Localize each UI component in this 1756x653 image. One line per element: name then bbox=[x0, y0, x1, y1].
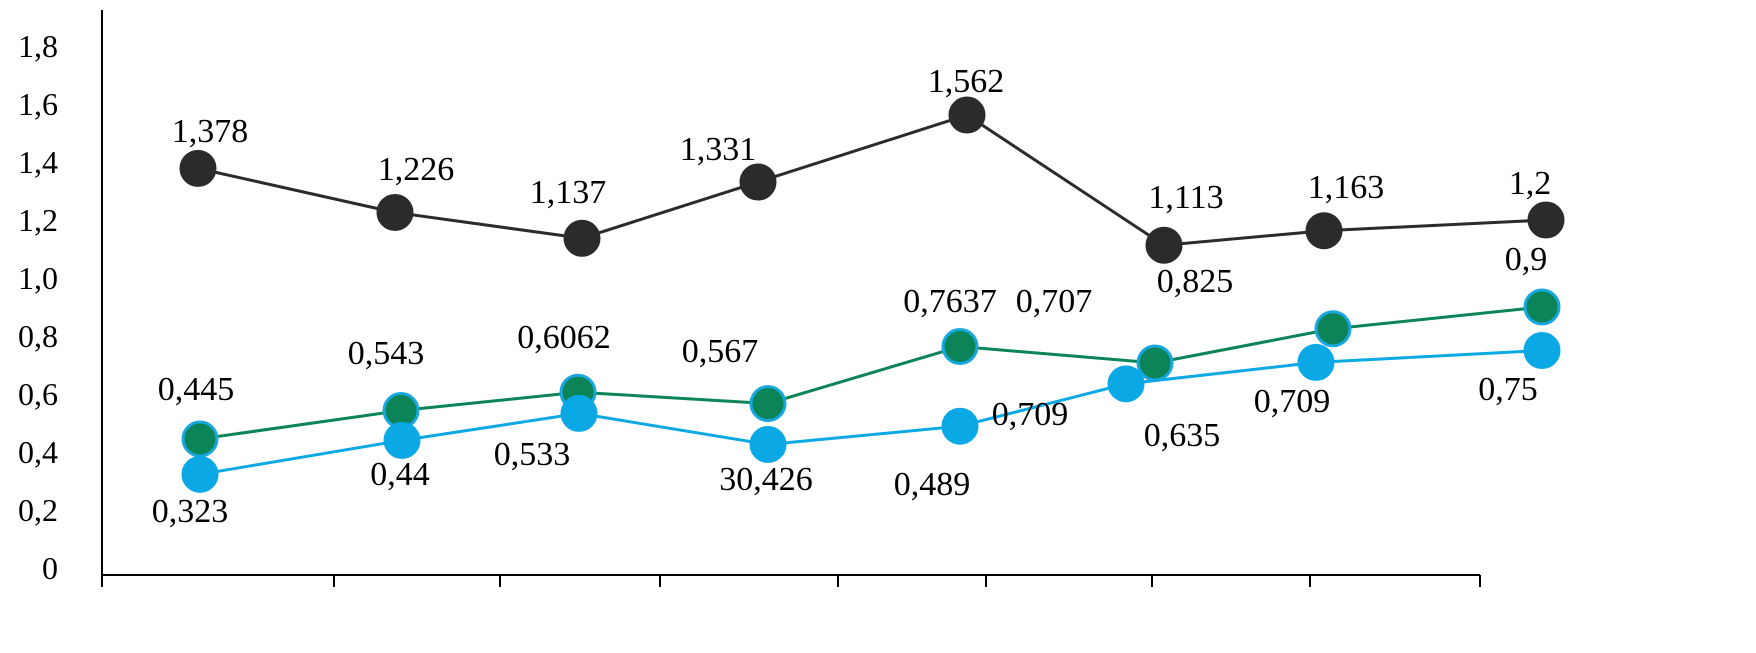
data-point bbox=[181, 420, 219, 458]
data-point bbox=[1145, 226, 1183, 264]
data-point bbox=[376, 193, 414, 231]
data-label: 0,709 bbox=[992, 396, 1069, 433]
y-tick-label: 0,6 bbox=[18, 376, 58, 412]
data-label: 1,2 bbox=[1509, 165, 1552, 202]
data-label: 0,635 bbox=[1144, 417, 1221, 454]
y-tick-label: 1,4 bbox=[18, 144, 58, 180]
y-tick-label: 1,0 bbox=[18, 260, 58, 296]
data-point bbox=[181, 455, 219, 493]
data-label: 0,543 bbox=[348, 335, 425, 372]
data-point bbox=[1297, 343, 1335, 381]
data-point bbox=[1523, 288, 1561, 326]
series-line bbox=[199, 349, 1543, 476]
y-tick-label: 0,4 bbox=[18, 434, 58, 470]
data-label: 0,7637 bbox=[903, 283, 997, 320]
data-label: 1,226 bbox=[378, 151, 455, 188]
data-label: 1,137 bbox=[530, 174, 607, 211]
data-point bbox=[948, 96, 986, 134]
data-label: 0,533 bbox=[494, 436, 571, 473]
data-point bbox=[941, 407, 979, 445]
data-label: 0,567 bbox=[682, 333, 759, 370]
data-label: 0,9 bbox=[1505, 241, 1548, 278]
data-point bbox=[1314, 310, 1352, 348]
data-point bbox=[1107, 365, 1145, 403]
data-point bbox=[739, 163, 777, 201]
data-label: 0,445 bbox=[158, 371, 235, 408]
data-label: 0,709 bbox=[1254, 383, 1331, 420]
data-label: 1,562 bbox=[928, 63, 1005, 100]
data-point bbox=[1523, 332, 1561, 369]
data-point bbox=[1305, 212, 1343, 250]
data-point bbox=[1527, 201, 1565, 239]
data-label: 0,323 bbox=[152, 493, 229, 530]
y-tick-label: 0,2 bbox=[18, 492, 58, 528]
series-line bbox=[197, 113, 1547, 247]
data-point bbox=[383, 421, 421, 459]
data-label: 0,75 bbox=[1478, 371, 1538, 408]
data-label: 0,825 bbox=[1157, 263, 1234, 300]
data-point bbox=[560, 394, 598, 432]
y-tick-label: 1,6 bbox=[18, 86, 58, 122]
data-label: 0,707 bbox=[1016, 283, 1093, 320]
data-label: 1,163 bbox=[1308, 169, 1385, 206]
data-point bbox=[563, 219, 601, 257]
data-label: 0,44 bbox=[370, 456, 430, 493]
y-tick-label: 0 bbox=[42, 550, 58, 586]
data-label: 0,489 bbox=[894, 466, 971, 503]
data-label: 0,6062 bbox=[517, 319, 611, 356]
data-point bbox=[1136, 344, 1174, 382]
data-labels: 1,378 1,226 1,137 1,331 1,562 1,113 1,163 1,2 0,… bbox=[152, 63, 1552, 530]
data-label: 1,113 bbox=[1148, 179, 1223, 216]
data-point bbox=[749, 385, 787, 423]
series-line bbox=[199, 305, 1543, 441]
y-tick-label: 1,2 bbox=[18, 202, 58, 238]
y-tick-label: 1,8 bbox=[18, 28, 58, 64]
data-point bbox=[179, 149, 217, 187]
y-tick-label: 0,8 bbox=[18, 318, 58, 354]
series-markers bbox=[179, 96, 1565, 493]
data-point bbox=[749, 425, 787, 463]
data-point bbox=[941, 328, 979, 366]
data-label: 1,378 bbox=[172, 113, 249, 150]
data-label: 30,426 bbox=[719, 461, 813, 498]
data-label: 1,331 bbox=[680, 131, 757, 168]
series-lines bbox=[197, 113, 1547, 476]
axes: 0 0,2 0,4 0,6 0,8 1,0 1,2 1,4 1,6 1,8 bbox=[18, 10, 1481, 587]
